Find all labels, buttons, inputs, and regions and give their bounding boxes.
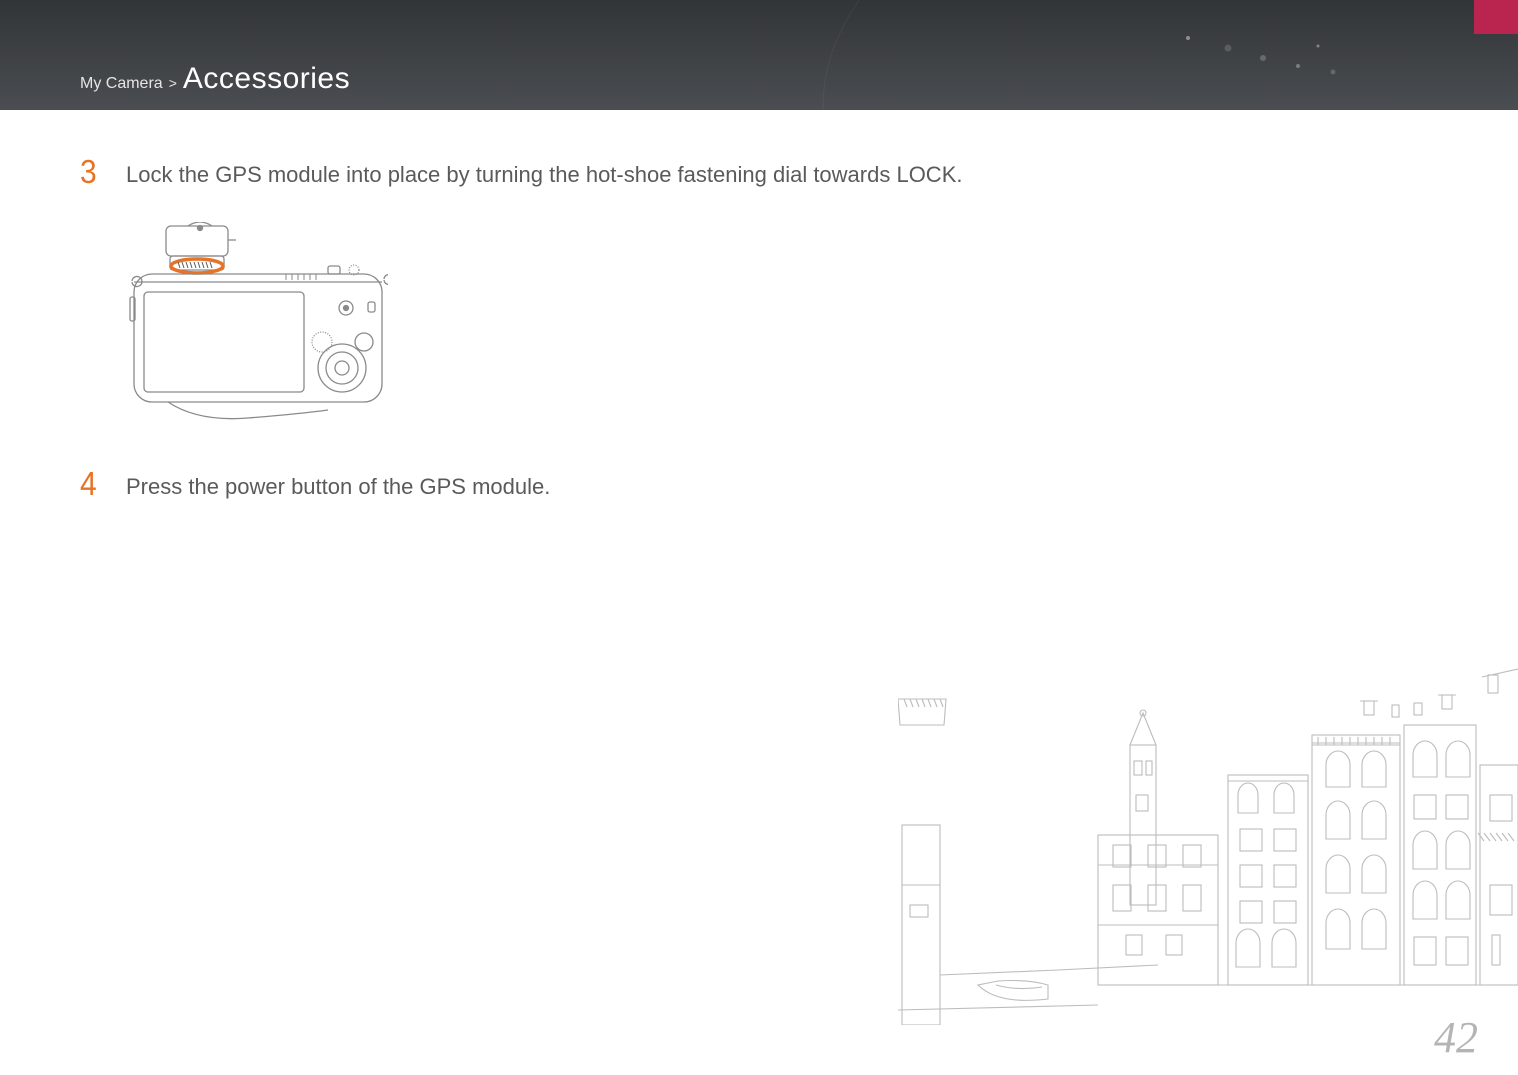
- lens-flare-decoration: [1168, 28, 1368, 88]
- step-text: Lock the GPS module into place by turnin…: [126, 158, 962, 190]
- breadcrumb: My Camera > Accessories: [80, 62, 350, 96]
- step-3: 3 Lock the GPS module into place by turn…: [80, 158, 1438, 190]
- camera-illustration: [128, 222, 388, 430]
- page-header: My Camera > Accessories: [0, 0, 1518, 110]
- step-number: 4: [80, 468, 108, 503]
- step-number: 3: [80, 156, 108, 191]
- breadcrumb-current: Accessories: [183, 62, 350, 96]
- accent-bar: [1474, 0, 1518, 34]
- breadcrumb-separator: >: [169, 75, 177, 91]
- page-number: 42: [1434, 1012, 1478, 1063]
- step-4: 4 Press the power button of the GPS modu…: [80, 470, 1438, 502]
- page-content: 3 Lock the GPS module into place by turn…: [0, 110, 1518, 501]
- step-text: Press the power button of the GPS module…: [126, 470, 550, 502]
- city-illustration: [898, 665, 1518, 1025]
- breadcrumb-parent: My Camera: [80, 75, 163, 93]
